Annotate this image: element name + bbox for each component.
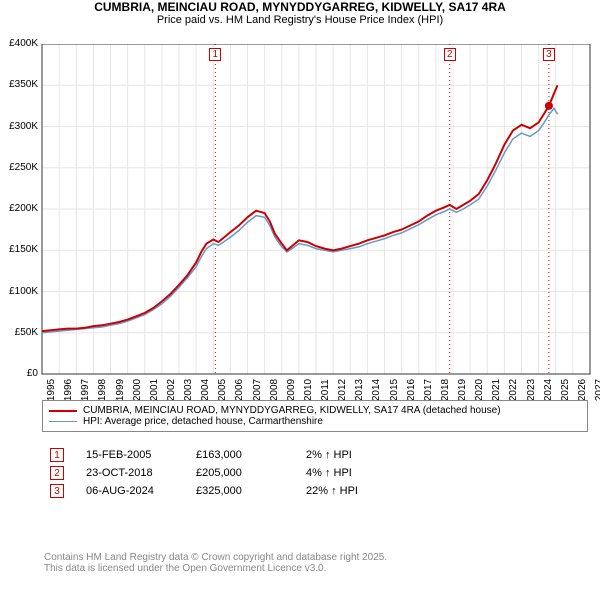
y-tick-label: £0 [0, 368, 38, 379]
transaction-marker-box: 2 [50, 466, 64, 480]
y-tick-label: £400K [0, 38, 38, 49]
footer-line: This data is licensed under the Open Gov… [44, 563, 387, 574]
x-tick-label: 1996 [63, 378, 74, 402]
transaction-price: £205,000 [196, 467, 284, 479]
x-tick-label: 2012 [337, 378, 348, 402]
transaction-date: 06-AUG-2024 [86, 485, 174, 497]
transaction-price: £163,000 [196, 449, 284, 461]
chart-subtitle: Price paid vs. HM Land Registry's House … [0, 14, 600, 26]
x-tick-label: 2023 [526, 378, 537, 402]
chart-area: £0£50K£100K£150K£200K£250K£300K£350K£400… [0, 44, 600, 402]
x-tick-label: 2007 [252, 378, 263, 402]
x-tick-label: 1995 [46, 378, 57, 402]
transaction-delta: 4% ↑ HPI [306, 467, 394, 479]
x-tick-label: 2010 [303, 378, 314, 402]
x-tick-label: 2013 [354, 378, 365, 402]
transaction-date: 15-FEB-2005 [86, 449, 174, 461]
chart-marker: 1 [209, 48, 221, 61]
transaction-row: 1 15-FEB-2005 £163,000 2% ↑ HPI [50, 448, 394, 462]
legend-label: HPI: Average price, detached house, Carm… [83, 416, 323, 427]
y-tick-label: £250K [0, 162, 38, 173]
transaction-row: 3 06-AUG-2024 £325,000 22% ↑ HPI [50, 484, 394, 498]
legend-label: CUMBRIA, MEINCIAU ROAD, MYNYDDYGARREG, K… [83, 405, 501, 416]
footer-line: Contains HM Land Registry data © Crown c… [44, 552, 387, 563]
transaction-marker-box: 1 [50, 448, 64, 462]
x-tick-label: 2008 [269, 378, 280, 402]
transactions-table: 1 15-FEB-2005 £163,000 2% ↑ HPI 2 23-OCT-2018… [42, 442, 402, 504]
transaction-dot [545, 102, 553, 110]
x-tick-label: 2004 [200, 378, 211, 402]
transaction-row: 2 23-OCT-2018 £205,000 4% ↑ HPI [50, 466, 394, 480]
x-tick-label: 2014 [371, 378, 382, 402]
x-tick-label: 2025 [560, 378, 571, 402]
x-tick-label: 2006 [234, 378, 245, 402]
x-tick-label: 2020 [474, 378, 485, 402]
x-tick-label: 1998 [97, 378, 108, 402]
x-tick-label: 2003 [183, 378, 194, 402]
y-tick-label: £300K [0, 121, 38, 132]
x-tick-label: 2005 [217, 378, 228, 402]
y-tick-label: £350K [0, 79, 38, 90]
legend-swatch [49, 410, 77, 412]
x-tick-label: 2002 [166, 378, 177, 402]
transaction-delta: 2% ↑ HPI [306, 449, 394, 461]
transaction-delta: 22% ↑ HPI [306, 485, 394, 497]
chart-title: CUMBRIA, MEINCIAU ROAD, MYNYDDYGARREG, K… [0, 0, 600, 14]
transaction-date: 23-OCT-2018 [86, 467, 174, 479]
y-tick-label: £100K [0, 286, 38, 297]
legend: CUMBRIA, MEINCIAU ROAD, MYNYDDYGARREG, K… [42, 400, 588, 432]
x-tick-label: 2027 [594, 378, 600, 402]
x-tick-label: 1999 [115, 378, 126, 402]
x-tick-label: 1997 [80, 378, 91, 402]
chart-marker: 2 [444, 48, 456, 61]
x-tick-label: 2000 [132, 378, 143, 402]
x-tick-label: 2018 [440, 378, 451, 402]
y-tick-label: £50K [0, 327, 38, 338]
legend-swatch [49, 421, 77, 423]
chart-svg [0, 44, 600, 376]
transaction-price: £325,000 [196, 485, 284, 497]
series-price_paid [42, 85, 558, 331]
transaction-marker-box: 3 [50, 484, 64, 498]
x-tick-label: 2009 [286, 378, 297, 402]
x-tick-label: 2021 [491, 378, 502, 402]
x-tick-label: 2016 [406, 378, 417, 402]
chart-marker: 3 [543, 48, 555, 61]
footer-attribution: Contains HM Land Registry data © Crown c… [36, 550, 395, 576]
x-tick-label: 2026 [577, 378, 588, 402]
x-tick-label: 2017 [423, 378, 434, 402]
legend-item: CUMBRIA, MEINCIAU ROAD, MYNYDDYGARREG, K… [49, 405, 581, 416]
x-tick-label: 2024 [543, 378, 554, 402]
x-tick-label: 2022 [508, 378, 519, 402]
series-hpi [42, 108, 558, 332]
y-tick-label: £200K [0, 203, 38, 214]
x-tick-label: 2019 [457, 378, 468, 402]
x-tick-label: 2011 [320, 378, 331, 402]
x-tick-label: 2001 [149, 378, 160, 402]
y-tick-label: £150K [0, 244, 38, 255]
legend-item: HPI: Average price, detached house, Carm… [49, 416, 581, 427]
x-tick-label: 2015 [389, 378, 400, 402]
